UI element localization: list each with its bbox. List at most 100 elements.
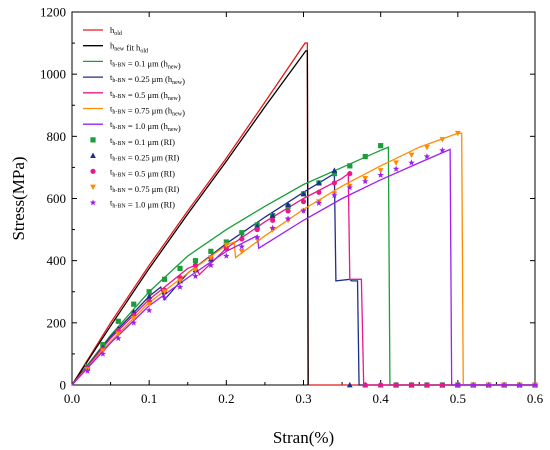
data-point — [208, 255, 214, 261]
legend-label: th-BN = 0.5 μm (RI) — [110, 166, 175, 178]
y-tick-label: 800 — [47, 129, 67, 144]
data-point — [331, 180, 337, 186]
data-point — [238, 249, 245, 255]
series-line-5 — [71, 132, 535, 386]
y-tick-label: 400 — [47, 253, 67, 268]
data-point — [285, 217, 291, 224]
series-line-3 — [71, 172, 535, 386]
x-tick-label: 0.0 — [64, 391, 80, 406]
data-point — [161, 289, 168, 295]
data-point — [362, 153, 368, 160]
data-point — [378, 143, 384, 149]
data-point — [223, 252, 230, 259]
data-point — [192, 272, 199, 279]
data-point — [454, 381, 462, 388]
y-tick-label: 1000 — [40, 67, 66, 82]
legend-marker-swatch — [90, 184, 96, 191]
data-point — [162, 276, 168, 282]
series-line-2 — [71, 146, 535, 386]
axis-ticks: 0.0 0.1 0.2 0.3 0.4 0.5 0.6 0 200 400 600 800 1000 12… — [40, 5, 544, 407]
data-point — [192, 262, 199, 268]
y-axis-title: Stress(MPa) — [9, 156, 28, 240]
data-point — [531, 381, 539, 388]
data-point — [439, 137, 446, 143]
data-point — [346, 381, 353, 388]
series-lines — [71, 42, 535, 386]
legend-label: th-BN = 0.1 μm (hnew) — [110, 56, 181, 70]
legend-label: th-BN = 0.1 μm (RI) — [110, 135, 175, 147]
data-point — [208, 248, 214, 254]
x-tick-label: 0.4 — [373, 391, 390, 406]
data-point — [408, 152, 415, 159]
data-point — [377, 168, 384, 174]
legend-label: th-BN = 0.5 μm (hnew) — [110, 88, 181, 102]
data-point — [331, 167, 338, 173]
data-point — [161, 294, 168, 301]
data-point — [500, 381, 508, 388]
data-point — [439, 382, 445, 388]
data-point — [439, 146, 446, 154]
x-tick-label: 0.5 — [450, 391, 466, 406]
data-point — [223, 239, 229, 245]
legend-label: th-BN = 0.25 μm (RI) — [110, 151, 179, 163]
data-point — [516, 381, 523, 388]
series-markers — [84, 130, 539, 389]
y-tick-label: 600 — [47, 191, 67, 206]
data-point — [115, 331, 122, 337]
data-point — [346, 184, 354, 191]
data-point — [300, 207, 307, 214]
data-point — [223, 242, 230, 249]
data-point — [424, 144, 430, 151]
data-point — [145, 307, 153, 314]
x-tick-label: 0.3 — [295, 391, 311, 406]
data-point — [285, 208, 291, 214]
data-point — [146, 301, 153, 308]
x-axis-title: Stran(%) — [273, 428, 334, 447]
data-point — [316, 189, 322, 195]
data-point — [84, 367, 91, 374]
data-point — [131, 301, 137, 307]
legend-marker-swatch — [90, 152, 96, 158]
legend-marker-swatch — [90, 168, 96, 174]
legend-label: hold — [110, 25, 122, 37]
data-point — [408, 382, 415, 388]
series-line-6 — [71, 148, 535, 386]
data-point — [177, 265, 183, 272]
y-tick-label: 200 — [47, 315, 67, 330]
legend-marker-swatch — [89, 199, 97, 206]
data-point — [285, 201, 291, 208]
data-point — [254, 236, 261, 243]
data-point — [362, 382, 368, 388]
marker-series-7 — [84, 143, 538, 388]
legend-label: th-BN = 0.25 μm (hnew) — [110, 72, 185, 86]
data-point — [254, 226, 260, 233]
data-point — [423, 153, 431, 160]
data-point — [146, 289, 152, 295]
y-tick-label: 0 — [60, 378, 67, 393]
data-point — [130, 315, 137, 322]
data-point — [378, 382, 384, 388]
legend-label: th-BN = 1.0 μm (hnew) — [110, 119, 181, 133]
data-point — [115, 335, 122, 342]
x-tick-label: 0.1 — [141, 391, 157, 406]
data-point — [424, 382, 430, 388]
data-point — [393, 160, 399, 166]
data-point — [115, 318, 121, 324]
series-line-1 — [71, 50, 309, 386]
data-point — [485, 381, 492, 388]
data-point — [300, 190, 307, 197]
data-point — [239, 236, 245, 242]
data-point — [270, 217, 276, 223]
data-point — [362, 178, 369, 185]
data-point — [284, 215, 292, 222]
x-tick-label: 0.2 — [218, 391, 234, 406]
data-point — [238, 243, 245, 250]
data-point — [269, 227, 276, 233]
data-point — [315, 199, 323, 206]
data-point — [146, 293, 153, 299]
data-point — [408, 159, 415, 166]
data-point — [393, 382, 399, 388]
data-point — [454, 130, 461, 137]
